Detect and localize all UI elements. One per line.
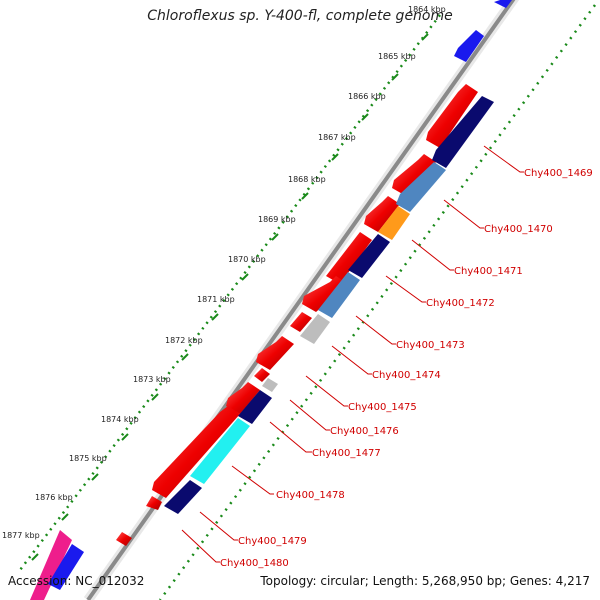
tick-label: 1865 kbp: [378, 52, 416, 61]
gene-arrow: [300, 314, 330, 344]
gene-label[interactable]: Chy400_1478: [276, 490, 345, 501]
gene-arrow: [378, 206, 410, 240]
tick-label: 1876 kbp: [35, 493, 73, 502]
forward-genes: [116, 84, 478, 546]
gene-label[interactable]: Chy400_1469: [524, 168, 593, 179]
gene-label[interactable]: Chy400_1474: [372, 370, 441, 381]
tick-label: 1874 kbp: [101, 415, 139, 424]
gene-arrow: [146, 496, 162, 510]
gene-arrow: [256, 336, 294, 370]
gene-label[interactable]: Chy400_1476: [330, 426, 399, 437]
inner-dotted-ring: [158, 4, 597, 600]
gene-arrow: [348, 234, 390, 278]
gene-arrow: [262, 378, 278, 392]
gene-arrow: [302, 276, 348, 312]
gene-arrow: [48, 544, 84, 590]
tick-label: 1871 kbp: [197, 295, 235, 304]
gene-label[interactable]: Chy400_1477: [312, 448, 381, 459]
gene-label[interactable]: Chy400_1473: [396, 340, 465, 351]
tick-label: 1873 kbp: [133, 375, 171, 384]
gene-arrow: [238, 390, 272, 424]
tick-label: 1869 kbp: [258, 215, 296, 224]
tick-label: 1870 kbp: [228, 255, 266, 264]
gene-arrow: [426, 84, 478, 148]
gene-arrow: [226, 382, 260, 414]
tick-label: 1864 kbp: [408, 5, 446, 14]
gene-arrow: [392, 154, 436, 196]
gene-label[interactable]: Chy400_1470: [484, 224, 553, 235]
gene-arrow: [30, 530, 72, 600]
gene-label[interactable]: Chy400_1472: [426, 298, 495, 309]
topology-summary: Topology: circular; Length: 5,268,950 bp…: [260, 574, 590, 588]
gene-arrow: [396, 162, 446, 212]
gene-arrow: [454, 30, 484, 62]
gene-arrow: [254, 368, 270, 382]
reverse-genes: [30, 0, 512, 600]
gene-label[interactable]: Chy400_1479: [238, 536, 307, 547]
gene-arrow: [318, 272, 360, 318]
gene-arrow: [494, 0, 512, 8]
gene-labels: Chy400_1469 Chy400_1470 Chy400_1471 Chy4…: [220, 168, 593, 569]
kbp-labels: 1864 kbp 1865 kbp 1866 kbp 1867 kbp 1868…: [2, 5, 446, 540]
gene-label[interactable]: Chy400_1480: [220, 558, 289, 569]
genome-title: Chloroflexus sp. Y-400-fl, complete geno…: [147, 8, 453, 24]
tick-label: 1866 kbp: [348, 92, 386, 101]
genome-backbone: [86, 0, 516, 600]
gene-arrow: [164, 480, 202, 514]
gene-arrow: [326, 232, 372, 284]
tick-label: 1877 kbp: [2, 531, 40, 540]
accession-text: Accession: NC_012032: [8, 574, 145, 588]
gene-arrow: [290, 312, 312, 332]
tick-label: 1867 kbp: [318, 133, 356, 142]
gene-arrow: [116, 532, 132, 546]
gene-arrow: [152, 406, 240, 498]
tick-label: 1868 kbp: [288, 175, 326, 184]
gene-arrow: [432, 96, 494, 168]
gene-label[interactable]: Chy400_1471: [454, 266, 523, 277]
gene-arrow: [190, 418, 250, 484]
tick-label: 1875 kbp: [69, 454, 107, 463]
tick-marks: [31, 33, 429, 561]
tick-label: 1872 kbp: [165, 336, 203, 345]
gene-label[interactable]: Chy400_1475: [348, 402, 417, 413]
label-leaders: [181, 145, 524, 563]
gene-arrow: [364, 196, 400, 232]
